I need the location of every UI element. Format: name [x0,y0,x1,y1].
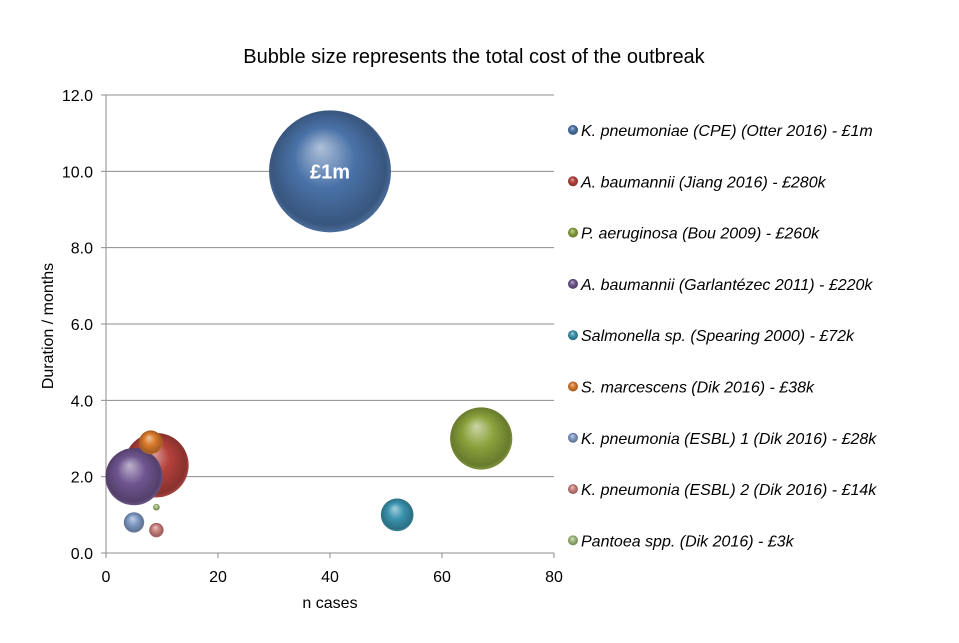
x-tick-labels: 0 20 40 60 80 [102,569,563,586]
y-tick-label: 8.0 [71,241,93,258]
bubble [149,522,164,538]
legend-label: P. aeruginosa (Bou 2009) - £260k [581,226,820,243]
y-tick-label: 0.0 [71,546,93,563]
legend-marker [568,125,578,135]
legend-marker [568,432,578,443]
legend-label: K. pneumoniae (CPE) (Otter 2016) - £1m [581,123,873,140]
bubble [105,448,163,506]
legend-label: S. marcescens (Dik 2016) - £38k [581,380,815,397]
y-tick-label: 6.0 [71,317,93,334]
legend-item: P. aeruginosa (Bou 2009) - £260k [568,226,820,243]
legend-item: K. pneumoniae (CPE) (Otter 2016) - £1m [568,123,873,140]
legend-label: K. pneumonia (ESBL) 2 (Dik 2016) - £14k [581,482,877,499]
legend-item: Salmonella sp. (Spearing 2000) - £72k [568,328,855,345]
x-tick-label: 60 [433,569,451,586]
x-tick-label: 0 [102,569,111,586]
x-tick-label: 80 [545,569,563,586]
legend-item: Pantoea spp. (Dik 2016) - £3k [568,533,795,550]
y-tick-label: 4.0 [71,393,93,410]
y-tick-label: 12.0 [62,88,93,105]
legend-item: A. baumannii (Jiang 2016) - £280k [568,174,827,191]
bubble-data-label: £1m [310,161,350,183]
bubbles: £1m [105,110,513,538]
y-tick-label: 2.0 [71,470,93,487]
legend: K. pneumoniae (CPE) (Otter 2016) - £1m A.… [568,123,877,550]
legend-item: K. pneumonia (ESBL) 2 (Dik 2016) - £14k [568,482,877,499]
y-tick-label: 10.0 [62,164,93,181]
legend-item: A. baumannii (Garlantézec 2011) - £220k [568,277,873,294]
x-tick-label: 20 [209,569,227,586]
legend-label: A. baumannii (Garlantézec 2011) - £220k [580,277,873,294]
y-tick-labels: 0.0 2.0 4.0 6.0 8.0 10.0 12.0 [62,88,93,563]
legend-label: K. pneumonia (ESBL) 1 (Dik 2016) - £28k [581,431,877,448]
bubble [138,430,163,455]
bubble [153,503,160,511]
legend-marker [568,176,578,187]
legend-label: Salmonella sp. (Spearing 2000) - £72k [581,328,855,345]
x-tick-label: 40 [321,569,339,586]
chart-title: Bubble size represents the total cost of… [243,46,705,68]
bubble [450,407,513,470]
legend-marker [568,484,578,495]
legend-marker [568,381,578,392]
legend-marker [568,278,578,289]
y-axis-label: Duration / months [40,263,57,389]
legend-label: Pantoea spp. (Dik 2016) - £3k [581,533,795,550]
legend-marker [568,330,578,341]
x-axis-label: n cases [302,595,357,612]
bubble [123,512,145,533]
legend-marker [568,227,578,238]
bubble [269,110,391,233]
legend-marker [568,535,578,546]
legend-label: A. baumannii (Jiang 2016) - £280k [580,174,827,191]
bubble [380,498,414,532]
legend-item: K. pneumonia (ESBL) 1 (Dik 2016) - £28k [568,431,877,448]
legend-item: S. marcescens (Dik 2016) - £38k [568,380,815,397]
